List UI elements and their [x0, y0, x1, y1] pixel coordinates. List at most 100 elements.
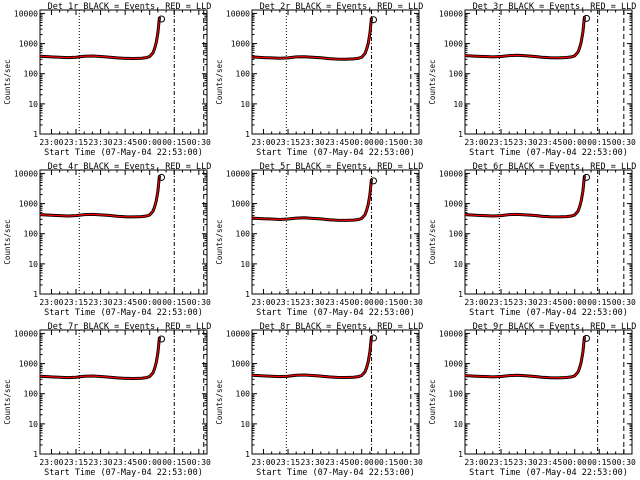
detector-panel-8: Det 8r BLACK = Events, RED = LLD 1 10 100 10…: [215, 322, 423, 478]
x-tick-label: 23:15: [276, 458, 300, 467]
x-tick-label: 00:30: [187, 298, 211, 307]
plot-frame: [464, 9, 633, 135]
detector-panel-6: Det 6r BLACK = Events, RED = LLD 1 10 100 10…: [428, 162, 636, 318]
y-tick-label: 100: [236, 230, 251, 239]
peak-marker: [158, 15, 166, 23]
y-tick-label: 100: [24, 230, 39, 239]
events-series-line: [251, 17, 373, 61]
x-tick-label: 23:45: [538, 138, 562, 147]
x-axis-label: Start Time (07-May-04 22:53:00): [469, 148, 628, 158]
y-tick-label: 10: [240, 420, 250, 429]
x-tick-label: 23:15: [64, 138, 88, 147]
y-axis-label: Counts/sec: [428, 59, 437, 104]
panel-title: Det 2r BLACK = Events, RED = LLD: [260, 2, 424, 12]
lld-series-line: [251, 335, 373, 379]
peak-marker: [583, 14, 591, 22]
y-tick-label: 10000: [439, 169, 463, 178]
y-tick-label: 1000: [231, 40, 250, 49]
x-tick-label: 00:15: [374, 298, 398, 307]
x-tick-label: 00:00: [138, 458, 162, 467]
y-axis-label: Counts/sec: [215, 59, 224, 104]
y-tick-label: 1: [33, 450, 38, 459]
y-axis-label: Counts/sec: [428, 219, 437, 264]
y-axis-label: Counts/sec: [428, 379, 437, 424]
peak-marker: [158, 173, 166, 181]
y-tick-label: 10: [28, 420, 38, 429]
y-tick-label: 10: [453, 260, 463, 269]
x-tick-label: 23:45: [538, 458, 562, 467]
x-tick-label: 00:00: [138, 298, 162, 307]
peak-marker: [370, 334, 378, 342]
x-tick-label: 00:30: [612, 458, 636, 467]
peak-marker: [370, 16, 378, 24]
peak-marker: [370, 177, 378, 185]
x-tick-label: 00:30: [612, 298, 636, 307]
x-tick-label: 00:00: [350, 458, 374, 467]
y-tick-label: 10000: [14, 169, 38, 178]
events-series-line: [251, 335, 373, 380]
events-series-line: [39, 16, 161, 61]
y-tick-label: 10000: [226, 9, 250, 18]
y-axis-label: Counts/sec: [215, 379, 224, 424]
x-tick-label: 23:30: [514, 298, 538, 307]
x-tick-label: 23:30: [89, 458, 113, 467]
x-tick-label: 23:00: [251, 138, 275, 147]
x-tick-label: 23:00: [464, 458, 488, 467]
detector-panel-9: Det 9r BLACK = Events, RED = LLD 1 10 100 10…: [428, 322, 636, 478]
y-tick-label: 1: [245, 290, 250, 299]
y-axis-label: Counts/sec: [3, 59, 12, 104]
y-tick-label: 10: [453, 420, 463, 429]
x-tick-label: 00:15: [587, 458, 611, 467]
x-tick-label: 23:00: [464, 298, 488, 307]
y-tick-label: 100: [236, 390, 251, 399]
x-tick-label: 00:15: [162, 458, 186, 467]
plot-frame: [39, 169, 208, 295]
y-tick-label: 100: [449, 390, 464, 399]
x-tick-label: 23:45: [113, 298, 137, 307]
y-tick-label: 1: [245, 450, 250, 459]
x-axis-label: Start Time (07-May-04 22:53:00): [44, 308, 203, 318]
x-tick-label: 00:15: [587, 138, 611, 147]
x-tick-label: 00:00: [563, 458, 587, 467]
x-tick-label: 23:45: [325, 138, 349, 147]
y-tick-label: 1000: [231, 200, 250, 209]
peak-marker: [158, 335, 166, 343]
y-tick-label: 1: [33, 290, 38, 299]
x-tick-label: 23:15: [489, 298, 513, 307]
y-tick-label: 1: [33, 130, 38, 139]
y-tick-label: 10000: [226, 169, 250, 178]
x-tick-label: 23:00: [39, 458, 63, 467]
x-tick-label: 00:30: [399, 138, 423, 147]
detector-panel-7: Det 7r BLACK = Events, RED = LLD 1 10 100 10…: [3, 322, 211, 478]
x-tick-label: 23:15: [489, 138, 513, 147]
peak-marker: [583, 334, 591, 342]
x-tick-label: 23:30: [301, 298, 325, 307]
x-tick-label: 23:15: [489, 458, 513, 467]
lld-series-line: [464, 175, 586, 218]
y-axis-label: Counts/sec: [215, 219, 224, 264]
y-tick-label: 100: [24, 70, 39, 79]
x-tick-label: 00:15: [162, 298, 186, 307]
x-tick-label: 23:15: [64, 458, 88, 467]
x-tick-label: 00:30: [399, 458, 423, 467]
events-series-line: [464, 16, 586, 60]
y-tick-label: 10000: [14, 9, 38, 18]
detector-panel-4: Det 4r BLACK = Events, RED = LLD 1 10 100 10…: [3, 162, 211, 318]
plot-frame: [251, 169, 420, 295]
x-tick-label: 23:00: [251, 298, 275, 307]
y-axis-label: Counts/sec: [3, 219, 12, 264]
x-tick-label: 23:30: [514, 458, 538, 467]
y-tick-label: 100: [449, 70, 464, 79]
detector-panel-5: Det 5r BLACK = Events, RED = LLD 1 10 100 10…: [215, 162, 423, 318]
x-tick-label: 23:30: [301, 138, 325, 147]
x-tick-label: 23:30: [89, 138, 113, 147]
y-tick-label: 10: [240, 100, 250, 109]
y-tick-label: 10: [28, 260, 38, 269]
y-tick-label: 1000: [19, 360, 38, 369]
x-tick-label: 00:30: [399, 298, 423, 307]
x-tick-label: 23:15: [276, 138, 300, 147]
x-tick-label: 00:00: [350, 138, 374, 147]
y-tick-label: 100: [449, 230, 464, 239]
y-tick-label: 1000: [444, 200, 463, 209]
x-tick-label: 23:00: [251, 458, 275, 467]
